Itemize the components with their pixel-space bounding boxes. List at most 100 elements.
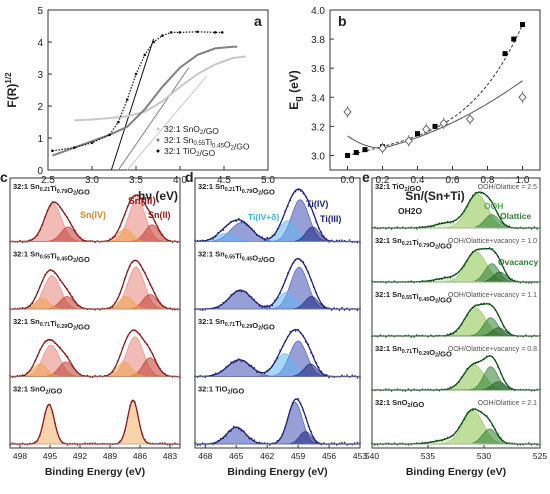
panel-d-data-point <box>299 403 302 405</box>
panel-c-data-point <box>94 241 96 244</box>
panel-d-data-point <box>279 349 281 352</box>
panel-c-data-point <box>49 269 51 271</box>
panel-d-data-point <box>359 442 361 444</box>
panel-d-data-point <box>330 442 333 445</box>
panel-b-fit-dashed <box>347 24 523 156</box>
panel-e-data-point <box>530 227 533 230</box>
panel-c-data-point <box>119 292 121 295</box>
panel-c-data-point <box>144 203 146 206</box>
panel-d-data-point <box>212 238 214 240</box>
panel-c-data-point <box>134 329 136 331</box>
panel-c-data-point <box>66 444 69 446</box>
panel-d-data-point <box>250 296 253 298</box>
panel-e-data-point <box>477 361 480 364</box>
panel-d-data-point <box>248 295 250 297</box>
panel-d-data-point <box>292 329 294 332</box>
panel-e-ratio-label: OOH/Olattice+vacancy = 1.0 <box>448 238 537 245</box>
panel-d-data-point <box>227 297 230 300</box>
panel-c-data-point <box>124 213 126 216</box>
panel-d-data-point <box>284 340 287 343</box>
panel-e-data-point <box>393 442 396 444</box>
panel-c-data-point <box>44 216 46 218</box>
panel-e-data-point <box>525 334 527 336</box>
panel-a-ylabel: F(R)1/2 <box>4 72 19 108</box>
panel-c-data-point <box>59 206 61 208</box>
panel-e-envelope <box>372 303 539 337</box>
panel-c-data-point <box>169 444 171 446</box>
panel-e-data-point <box>491 202 494 204</box>
panel-e-data-point <box>486 415 488 417</box>
panel-a-frame <box>47 9 269 171</box>
panel-c-data-point <box>131 329 134 332</box>
panel-e-data-point <box>416 442 418 444</box>
panel-e-data-point <box>505 224 508 227</box>
panel-c-data-point <box>56 431 59 434</box>
panel-c-data-point <box>156 225 159 227</box>
panel-c-data-point <box>159 367 161 370</box>
panel-a-xtick-label: 3.5 <box>129 175 143 186</box>
panel-d-data-point <box>201 239 204 242</box>
panel-e-data-point <box>477 304 480 307</box>
panel-c-data-point <box>111 306 114 308</box>
panel-e-data-point <box>528 442 530 444</box>
panel-d-data-point <box>356 241 359 244</box>
panel-c-data-point <box>41 424 44 427</box>
panel-c-data-point <box>164 237 166 240</box>
panel-c-data-point <box>16 374 19 377</box>
panel-e-data-point <box>530 389 533 392</box>
panel-e-data-point <box>393 280 396 283</box>
panel-e-frame <box>371 177 541 449</box>
panel-c-data-point <box>94 309 96 311</box>
panel-c-data-point <box>56 203 59 205</box>
panel-e-data-point <box>488 198 491 201</box>
panel-e-data-point <box>508 225 511 227</box>
panel-c-spectrum-title: 32:1 Sn0.55Ti0.45O2/GO <box>13 250 90 265</box>
panel-d-xtick-label: 453 <box>353 451 367 461</box>
panel-d-annotation: Ti(IV) <box>306 199 328 209</box>
panel-e-data-point <box>438 439 441 442</box>
panel-c-data-point <box>61 350 64 352</box>
panel-e-data-point <box>480 192 483 194</box>
panel-e-data-point <box>500 217 502 220</box>
panel-e-data-point <box>416 334 418 336</box>
panel-e-data-point <box>385 442 387 445</box>
panel-c-data-point <box>44 412 46 415</box>
panel-e-data-point <box>486 355 488 358</box>
panel-c-data-point <box>69 221 71 224</box>
panel-b-ytick-label: 3.0 <box>311 151 325 162</box>
panel-d-data-point <box>243 359 245 362</box>
panel-b-xlabel: Sn/(Sn+Ti) <box>405 189 464 203</box>
panel-d-data-point <box>271 365 274 368</box>
panel-c-data-point <box>31 365 34 368</box>
panel-c-frame <box>9 177 181 449</box>
panel-d-data-point <box>225 366 227 368</box>
panel-c-data-point <box>121 347 124 349</box>
panel-e-data-point <box>466 205 469 208</box>
panel-e-data-point <box>469 199 471 201</box>
panel-c-data-point <box>34 236 36 239</box>
panel-e-data-point <box>500 319 502 322</box>
panel-c-data-point <box>116 298 119 300</box>
panel-c-data-point <box>76 234 79 236</box>
panel-d-data-point <box>227 364 230 367</box>
panel-e-data-point <box>502 440 505 443</box>
panel-d-data-point <box>230 430 232 432</box>
panel-b-ytick-label: 3.6 <box>311 64 325 75</box>
panel-c-data-point <box>64 353 66 355</box>
panel-d-spectrum-title: 32:1 Sn0.55Ti0.45O2/GO <box>198 250 275 265</box>
panel-c-data-point <box>74 368 76 371</box>
panel-c-xlabel: Binding Energy (eV) <box>45 466 145 478</box>
panel-d-data-point <box>238 218 240 220</box>
panel-d-data-point <box>299 190 302 192</box>
panel-e-data-point <box>472 306 474 309</box>
panel-b-square-point <box>511 36 517 42</box>
panel-e-data-point <box>483 247 485 250</box>
panel-c-data-point <box>51 339 54 341</box>
panel-e-data-point <box>463 210 466 212</box>
panel-d-data-point <box>225 300 227 302</box>
panel-d-data-point <box>199 309 201 311</box>
panel-e-spectrum-title: 32:1 SnO2/GO <box>375 398 424 409</box>
panel-e-data-point <box>379 334 382 336</box>
panel-c-data-point <box>141 268 144 271</box>
panel-d-envelope <box>194 398 360 445</box>
